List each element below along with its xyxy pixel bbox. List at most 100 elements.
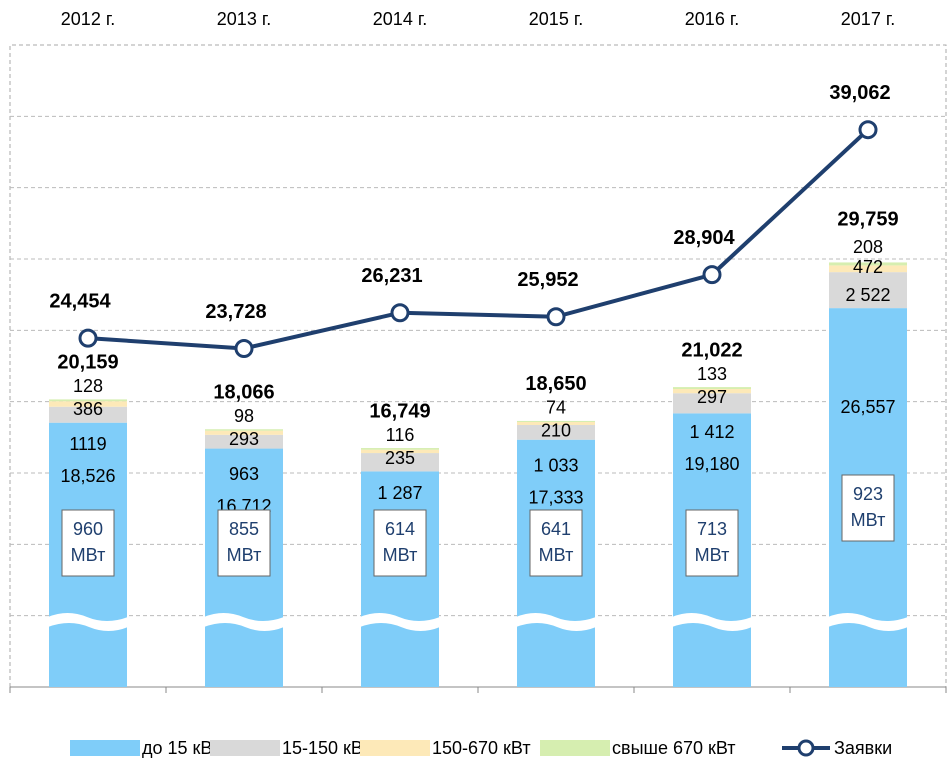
total-label: 29,759 xyxy=(837,209,898,231)
bar-segment xyxy=(205,429,283,431)
total-label: 21,022 xyxy=(681,339,742,361)
axis-break xyxy=(516,613,596,631)
legend-label: 15-150 кВт xyxy=(282,738,371,758)
bar-segment xyxy=(829,265,907,273)
bar-segment xyxy=(361,453,439,472)
line-label: 23,728 xyxy=(205,301,266,323)
bar-segment xyxy=(673,388,751,394)
category-label: 2014 г. xyxy=(373,9,427,29)
line-point xyxy=(390,303,410,323)
capacity-unit: МВт xyxy=(71,545,106,565)
data-label: 293 xyxy=(229,429,259,449)
data-label: 1 033 xyxy=(533,456,578,476)
bar-segment xyxy=(205,434,283,449)
total-label: 16,749 xyxy=(369,400,430,422)
axis-break xyxy=(360,613,440,631)
data-label: 74 xyxy=(546,398,566,418)
line xyxy=(87,128,870,351)
line-point xyxy=(234,338,254,358)
data-label: 133 xyxy=(697,364,727,384)
data-label: 98 xyxy=(234,406,254,426)
category-label: 2016 г. xyxy=(685,9,739,29)
line-point xyxy=(78,328,98,348)
data-label: 1 412 xyxy=(689,422,734,442)
capacity-unit: МВт xyxy=(695,545,730,565)
total-label: 18,650 xyxy=(525,373,586,395)
data-label: 297 xyxy=(697,387,727,407)
bar-segment xyxy=(517,421,595,425)
category-label: 2017 г. xyxy=(841,9,895,29)
plot-frame xyxy=(9,44,947,687)
bar-segment xyxy=(673,387,751,389)
bar-segment xyxy=(829,262,907,266)
axis-break xyxy=(672,613,752,631)
capacity-unit: МВт xyxy=(851,510,886,530)
line-label: 26,231 xyxy=(361,265,422,287)
line-label: 25,952 xyxy=(517,269,578,291)
capacity-value: 923 xyxy=(853,484,883,504)
data-label: 18,526 xyxy=(60,466,115,486)
data-label: 963 xyxy=(229,464,259,484)
axis-break xyxy=(48,613,128,631)
bar-segment xyxy=(49,399,127,402)
legend-swatch xyxy=(210,740,280,756)
data-label: 208 xyxy=(853,237,883,257)
capacity-unit: МВт xyxy=(539,545,574,565)
bar-segment xyxy=(361,449,439,454)
bar-segment xyxy=(361,448,439,450)
capacity-value: 614 xyxy=(385,519,415,539)
line-label: 28,904 xyxy=(673,227,735,249)
bar-segment xyxy=(49,401,127,407)
capacity-value: 641 xyxy=(541,519,571,539)
axis-break xyxy=(828,613,908,631)
legend-label: 150-670 кВт xyxy=(432,738,531,758)
bar-segment xyxy=(205,430,283,435)
data-label: 235 xyxy=(385,448,415,468)
data-label: 2 522 xyxy=(845,285,890,305)
data-label: 26,557 xyxy=(840,397,895,417)
legend-swatch xyxy=(540,740,610,756)
legend-swatch xyxy=(70,740,140,756)
capacity-unit: МВт xyxy=(383,545,418,565)
legend-swatch xyxy=(360,740,430,756)
capacity-box xyxy=(61,509,115,577)
capacity-box xyxy=(841,474,895,542)
legend-label: Заявки xyxy=(834,738,892,758)
legend-label: свыше 670 кВт xyxy=(612,738,736,758)
data-label: 116 xyxy=(386,425,415,445)
category-label: 2013 г. xyxy=(217,9,271,29)
data-label: 210 xyxy=(541,421,571,441)
capacity-unit: МВт xyxy=(227,545,262,565)
bar-segment xyxy=(49,406,127,423)
total-label: 18,066 xyxy=(213,382,274,404)
line-label: 24,454 xyxy=(49,290,111,312)
data-label: 1119 xyxy=(69,434,106,454)
capacity-box xyxy=(685,509,739,577)
category-label: 2012 г. xyxy=(61,9,115,29)
data-label: 128 xyxy=(73,376,103,396)
axis-break xyxy=(204,613,284,631)
bar-segment xyxy=(517,424,595,440)
line-label: 39,062 xyxy=(829,82,890,104)
capacity-value: 960 xyxy=(73,519,103,539)
bar-segment xyxy=(361,471,439,687)
line-point xyxy=(702,265,722,285)
capacity-box xyxy=(529,509,583,577)
line-point xyxy=(546,307,566,327)
bar-segment xyxy=(517,420,595,422)
bar-segment xyxy=(673,393,751,414)
capacity-box xyxy=(373,509,427,577)
bar-segment xyxy=(829,272,907,309)
data-label: 1 287 xyxy=(377,483,422,503)
legend-marker xyxy=(797,739,815,757)
line-point xyxy=(858,120,878,140)
data-label: 386 xyxy=(73,399,103,419)
capacity-value: 855 xyxy=(229,519,259,539)
data-label: 472 xyxy=(853,257,883,277)
capacity-value: 713 xyxy=(697,519,727,539)
data-label: 17,333 xyxy=(528,488,583,508)
total-label: 20,159 xyxy=(57,352,118,374)
category-label: 2015 г. xyxy=(529,9,583,29)
legend-label: до 15 кВт xyxy=(142,738,220,758)
